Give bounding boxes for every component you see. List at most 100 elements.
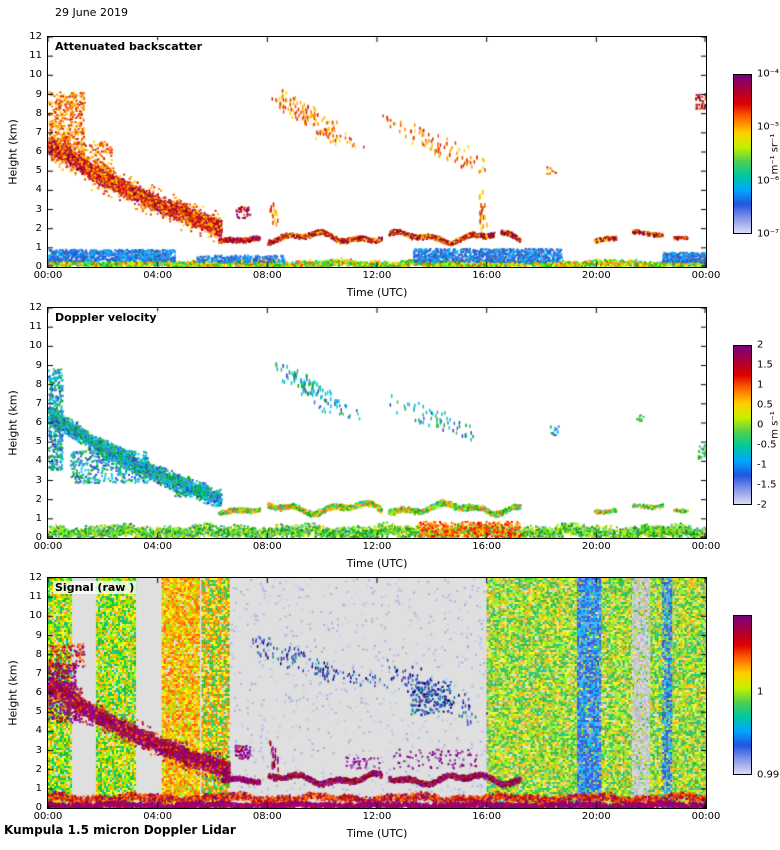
y-tick-label: 9 — [35, 359, 42, 371]
y-tick-label: 11 — [29, 321, 42, 333]
plot-area-backscatter: Attenuated backscatter — [47, 36, 707, 268]
signal-heatmap-canvas — [48, 578, 706, 808]
plot-area-velocity: Doppler velocity — [47, 307, 707, 539]
y-tick-label: 0 — [35, 261, 42, 272]
colorbar-gradient — [734, 616, 751, 774]
y-tick-label: 11 — [29, 591, 42, 603]
plot-area-signal: Signal (raw ) — [47, 577, 707, 809]
instrument-label: Kumpula 1.5 micron Doppler Lidar — [4, 823, 236, 837]
colorbar-backscatter — [733, 74, 752, 234]
y-tick-label: 8 — [35, 107, 42, 119]
colorbar-tick-label: 1.5 — [757, 359, 773, 371]
panel-doppler-velocity: Doppler velocity 0 1 2 3 4 5 6 7 8 9 10 11 12 00:00 0… — [0, 302, 780, 579]
colorbar-tick-label: 0.5 — [757, 399, 773, 411]
y-tick-label: 6 — [35, 417, 42, 428]
colorbar-velocity — [733, 345, 752, 505]
x-tick-label: 16:00 — [472, 270, 502, 281]
panel-title: Doppler velocity — [53, 311, 159, 324]
y-axis-label: Height (km) — [6, 660, 20, 726]
x-tick-label: 20:00 — [581, 811, 611, 822]
colorbar-tick-label: -1 — [757, 459, 767, 471]
x-tick-label: 04:00 — [143, 270, 173, 281]
y-tick-label: 5 — [35, 436, 42, 448]
x-tick-label: 20:00 — [581, 270, 611, 281]
y-tick-label: 8 — [35, 378, 42, 390]
backscatter-heatmap-canvas — [48, 37, 706, 267]
colorbar-gradient — [734, 75, 751, 233]
y-axis-label: Height (km) — [6, 119, 20, 185]
x-tick-label: 04:00 — [143, 541, 173, 552]
x-axis-label: Time (UTC) — [346, 286, 408, 299]
colorbar-tick-label: -0.5 — [757, 439, 777, 451]
colorbar-tick-label: 10⁻⁵ — [757, 121, 780, 133]
x-tick-label: 20:00 — [581, 541, 611, 552]
colorbar-tick-label: 1 — [757, 379, 764, 391]
colorbar-tick-label: 10⁻⁴ — [757, 68, 780, 80]
colorbar-unit-label: m s⁻¹ — [769, 411, 780, 439]
y-tick-label: 7 — [35, 397, 42, 409]
colorbar-tick-label: 1 — [757, 686, 764, 698]
x-tick-label: 00:00 — [33, 811, 63, 822]
x-tick-label: 12:00 — [362, 541, 392, 552]
y-tick-label: 4 — [35, 184, 42, 196]
y-tick-label: 2 — [35, 763, 42, 775]
x-tick-label: 16:00 — [472, 811, 502, 822]
y-tick-label: 3 — [35, 744, 42, 756]
x-tick-label: 00:00 — [691, 811, 721, 822]
y-tick-label: 1 — [35, 512, 42, 524]
colorbar-tick-label: 0.99 — [757, 769, 780, 781]
y-tick-label: 5 — [35, 165, 42, 177]
y-tick-label: 4 — [35, 455, 42, 467]
x-tick-label: 00:00 — [33, 541, 63, 552]
y-tick-label: 5 — [35, 706, 42, 718]
panel-title: Attenuated backscatter — [53, 40, 205, 53]
x-tick-label: 04:00 — [143, 811, 173, 822]
y-tick-label: 7 — [35, 667, 42, 679]
colorbar-tick-label: 10⁻⁶ — [757, 175, 780, 187]
y-tick-label: 9 — [35, 629, 42, 641]
y-tick-label: 0 — [35, 802, 42, 813]
y-tick-label: 1 — [35, 241, 42, 253]
x-tick-label: 08:00 — [252, 541, 282, 552]
x-axis-label: Time (UTC) — [346, 827, 408, 840]
date-label: 29 June 2019 — [55, 6, 128, 19]
y-tick-label: 4 — [35, 725, 42, 737]
y-tick-label: 10 — [29, 340, 42, 352]
y-tick-label: 2 — [35, 222, 42, 234]
y-tick-label: 7 — [35, 126, 42, 138]
colorbar-unit-label: m⁻¹ sr⁻¹ — [769, 133, 780, 175]
x-tick-label: 00:00 — [691, 270, 721, 281]
y-tick-label: 12 — [29, 31, 42, 42]
y-axis-label: Height (km) — [6, 390, 20, 456]
y-tick-label: 2 — [35, 493, 42, 505]
y-tick-label: 11 — [29, 50, 42, 62]
x-axis-label: Time (UTC) — [346, 557, 408, 570]
y-tick-label: 6 — [35, 146, 42, 157]
colorbar-tick-label: -1.5 — [757, 479, 777, 491]
x-tick-label: 16:00 — [472, 541, 502, 552]
x-tick-label: 08:00 — [252, 811, 282, 822]
y-tick-label: 9 — [35, 88, 42, 100]
colorbar-gradient — [734, 346, 751, 504]
x-tick-label: 12:00 — [362, 270, 392, 281]
y-tick-label: 10 — [29, 69, 42, 81]
y-tick-label: 8 — [35, 648, 42, 660]
x-tick-label: 12:00 — [362, 811, 392, 822]
panel-signal-raw: Signal (raw ) 0 1 2 3 4 5 6 7 8 9 10 11 12 00:00 04:0… — [0, 572, 780, 849]
colorbar-tick-label: 2 — [757, 339, 764, 351]
y-tick-label: 10 — [29, 610, 42, 622]
colorbar-tick-label: 10⁻⁷ — [757, 228, 780, 240]
x-tick-label: 00:00 — [33, 270, 63, 281]
x-tick-label: 00:00 — [691, 541, 721, 552]
y-tick-label: 3 — [35, 203, 42, 215]
panel-title: Signal (raw ) — [53, 581, 137, 594]
colorbar-tick-label: 0 — [757, 419, 764, 431]
colorbar-signal — [733, 615, 752, 775]
panel-attenuated-backscatter: Attenuated backscatter 0 1 2 3 4 5 6 7 8 9 10 11 12 … — [0, 31, 780, 308]
y-tick-label: 6 — [35, 687, 42, 698]
velocity-heatmap-canvas — [48, 308, 706, 538]
y-tick-label: 0 — [35, 532, 42, 543]
y-tick-label: 1 — [35, 782, 42, 794]
y-tick-label: 3 — [35, 474, 42, 486]
